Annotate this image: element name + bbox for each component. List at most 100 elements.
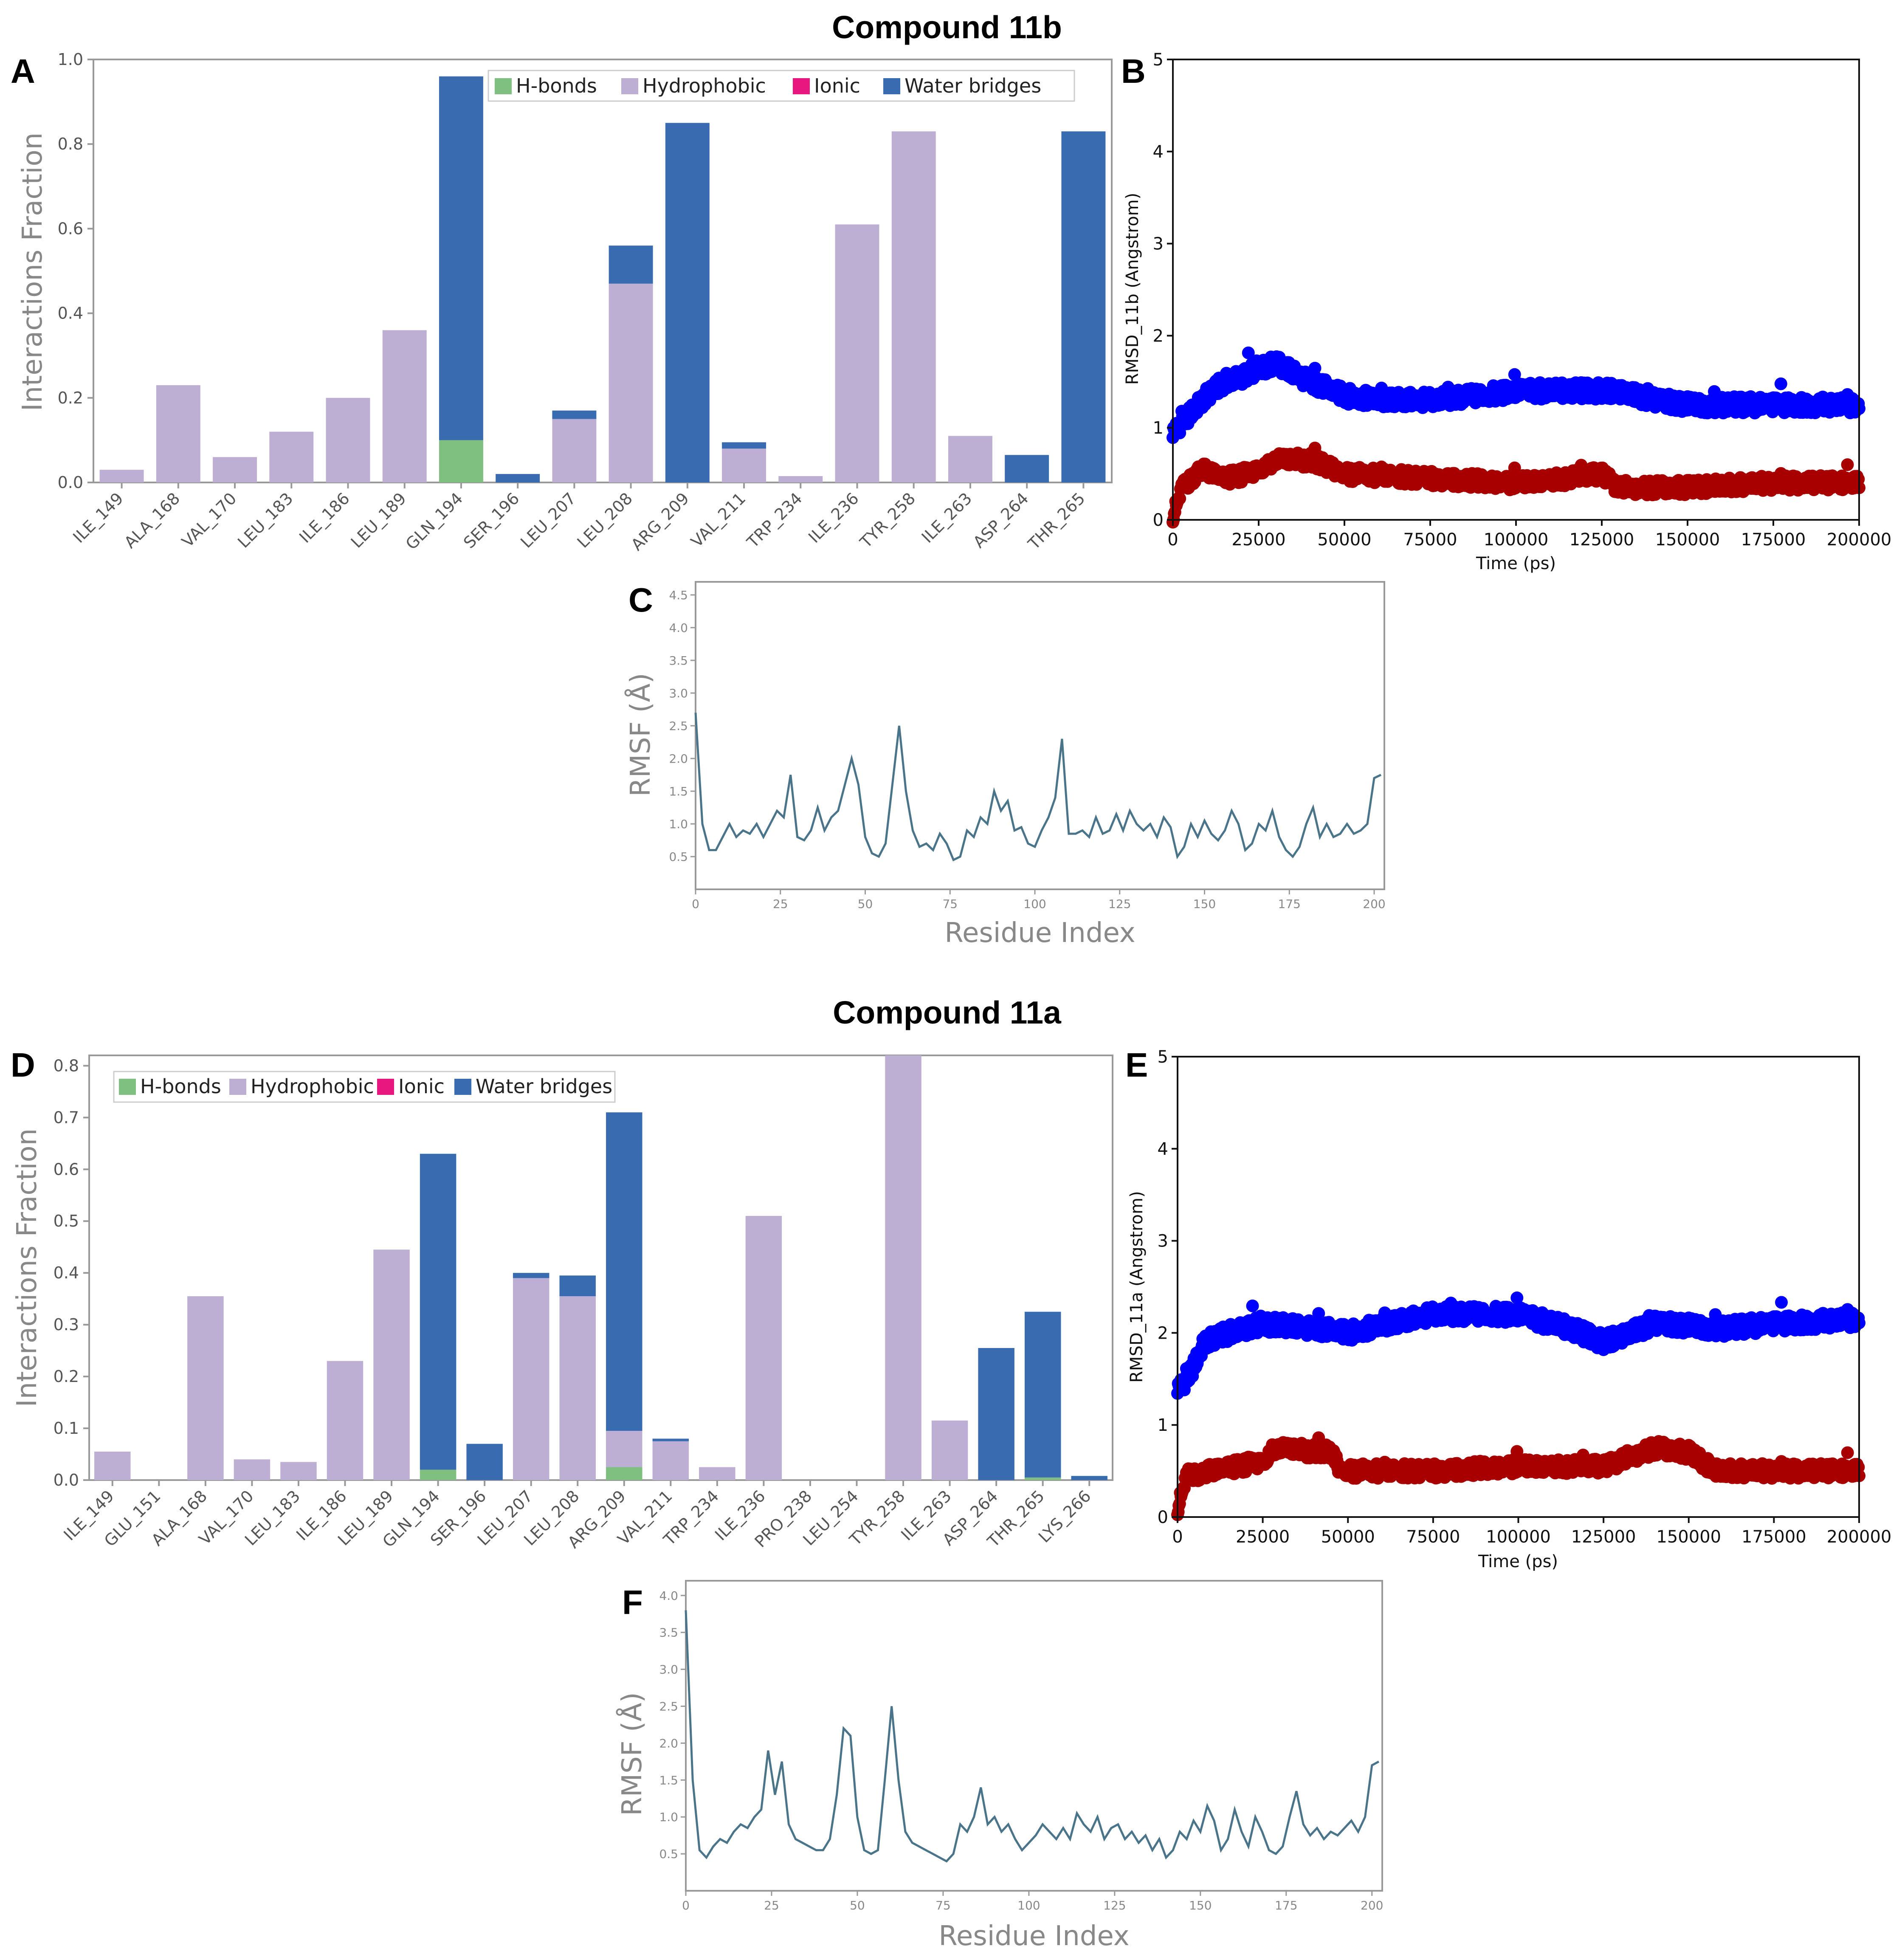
y-tick-label: 0.6 — [58, 219, 83, 238]
legend-hbonds: H-bonds — [140, 1075, 221, 1098]
x-tick-label: 25 — [773, 897, 788, 911]
legend-water: Water bridges — [476, 1075, 612, 1098]
x-tick-label: 50000 — [1317, 530, 1371, 550]
y-tick-label: 0.5 — [659, 1847, 678, 1861]
bar-THR_265-water-bridges — [1024, 1311, 1061, 1478]
x-tick-label: 25000 — [1236, 1527, 1290, 1547]
bar-TYR_258-hydrophobic — [891, 131, 936, 482]
x-tick-label: 75 — [942, 897, 958, 911]
y-tick-label: 0.2 — [54, 1367, 79, 1386]
panel-label-b: B — [1121, 52, 1146, 90]
bar-ILE_186-hydrophobic — [326, 398, 370, 482]
y-tick-label: 1.0 — [669, 817, 688, 831]
y-tick-label: 1.5 — [659, 1773, 678, 1787]
y-tick-label: 0.8 — [54, 1056, 79, 1075]
x-tick-label: ILE_186 — [296, 489, 353, 547]
x-tick-label: TYR_258 — [856, 489, 919, 552]
bar-LEU_207-hydrophobic — [552, 419, 597, 482]
x-tick-label: ILE_236 — [805, 489, 862, 547]
y-tick-label: 0.1 — [54, 1419, 79, 1438]
bar-GLN_194-water-bridges — [420, 1153, 456, 1470]
bar-ILE_149-hydrophobic — [99, 470, 144, 482]
bar-LEU_208-hydrophobic — [559, 1296, 596, 1480]
bar-SER_196-water-bridges — [496, 474, 540, 482]
x-tick-label: TRP_234 — [743, 489, 806, 552]
legend-swatch-hydrophobic — [621, 78, 638, 94]
bar-ARG_209-water-bridges — [606, 1112, 642, 1431]
legend: H-bonds Hydrophobic Ionic Water bridges — [113, 1071, 616, 1103]
x-tick-label: 125 — [1108, 897, 1131, 911]
bar-ILE_236-hydrophobic — [835, 224, 879, 482]
x-axis-label: Residue Index — [938, 1921, 1129, 1952]
legend-swatch-hbonds — [495, 78, 512, 94]
bar-ILE_236-hydrophobic — [745, 1216, 782, 1480]
x-tick-label: ALA_168 — [121, 489, 183, 552]
y-tick-label: 0.7 — [54, 1108, 79, 1127]
x-tick-label: ILE_149 — [69, 489, 127, 547]
title-compound-11a: Compound 11a — [833, 995, 1062, 1030]
legend-swatch-hydrophobic — [229, 1079, 246, 1095]
bar-VAL_170-hydrophobic — [234, 1459, 271, 1480]
x-tick-label: 75 — [936, 1898, 951, 1912]
rmsd-point-protein — [1510, 1291, 1524, 1304]
y-tick-label: 0 — [1158, 1508, 1168, 1527]
rmsd-chart-11a: 0 1 2 3 4 5 0 25000 50000 75000 100000 125000 15000… — [1127, 1047, 1891, 1571]
x-tick-label: 150 — [1189, 1898, 1212, 1912]
panel-label-f: F — [622, 1583, 643, 1621]
x-tick-label: 50 — [858, 897, 873, 911]
y-tick-label: 3.0 — [659, 1663, 678, 1677]
legend-swatch-ionic — [377, 1079, 394, 1095]
y-axis-label: RMSF (Å) — [616, 1692, 648, 1816]
x-tick-label: VAL_211 — [688, 489, 750, 551]
bar-LEU_183-hydrophobic — [269, 431, 314, 482]
bar-GLN_194-water-bridges — [439, 76, 483, 440]
x-tick-label: 25000 — [1231, 530, 1285, 550]
y-tick-label: 0.0 — [58, 473, 83, 492]
x-tick-label: THR_265 — [1024, 489, 1089, 553]
x-tick-label: 200000 — [1827, 1527, 1892, 1547]
x-tick-label: 125000 — [1571, 1527, 1636, 1547]
bar-ALA_168-hydrophobic — [156, 385, 200, 482]
legend-ionic: Ionic — [814, 74, 860, 97]
y-tick-label: 4 — [1158, 1139, 1168, 1159]
bar-ILE_263-hydrophobic — [931, 1420, 968, 1480]
y-tick-label: 5 — [1153, 50, 1164, 70]
plot-frame — [695, 581, 1385, 890]
bar-VAL_170-hydrophobic — [213, 457, 257, 482]
y-tick-label: 2 — [1153, 326, 1164, 346]
y-tick-label: 0.3 — [54, 1315, 79, 1334]
rmsd-point-protein — [1242, 346, 1255, 359]
plot-frame — [88, 1055, 1113, 1481]
y-axis-label: Interactions Fraction — [17, 133, 48, 411]
x-tick-label: VAL_170 — [178, 489, 240, 551]
x-tick-label: 175000 — [1741, 530, 1806, 550]
bar-VAL_211-water-bridges — [722, 442, 766, 449]
rmsf-line — [685, 1610, 1380, 1863]
legend-swatch-hbonds — [119, 1079, 136, 1095]
bar-ILE_149-hydrophobic — [94, 1451, 131, 1480]
bar-ARG_209-hydrophobic — [606, 1431, 642, 1467]
y-tick-label: 0.8 — [58, 135, 83, 153]
y-tick-label: 3.5 — [659, 1626, 678, 1640]
bar-ARG_209-water-bridges — [665, 123, 710, 482]
y-axis-label: RMSD_11a (Angstrom) — [1127, 1191, 1147, 1382]
interactions-chart-11a: 0.00.10.20.30.40.50.60.70.8 ILE_149GLU_1… — [11, 1055, 1113, 1552]
x-tick-label: 50000 — [1321, 1527, 1375, 1547]
x-tick-label: 100 — [1023, 897, 1046, 911]
bar-ARG_209-h-bonds — [606, 1467, 642, 1480]
panel-label-a: A — [11, 52, 35, 90]
panel-label-e: E — [1125, 1046, 1148, 1084]
bar-VAL_211-hydrophobic — [652, 1441, 689, 1480]
x-axis-label: Time (ps) — [1478, 1552, 1558, 1571]
bar-LEU_207-water-bridges — [513, 1273, 549, 1278]
x-tick-label: 150000 — [1656, 1527, 1721, 1547]
y-tick-label: 3.5 — [669, 654, 688, 668]
x-tick-label: 50 — [850, 1898, 865, 1912]
x-tick-label: 100000 — [1484, 530, 1549, 550]
bar-ILE_263-hydrophobic — [948, 436, 992, 482]
y-tick-label: 2 — [1158, 1323, 1168, 1343]
legend: H-bonds Hydrophobic Ionic Water bridges — [487, 70, 1075, 102]
y-tick-label: 2.5 — [669, 719, 688, 733]
y-axis-label: Interactions Fraction — [11, 1128, 43, 1407]
